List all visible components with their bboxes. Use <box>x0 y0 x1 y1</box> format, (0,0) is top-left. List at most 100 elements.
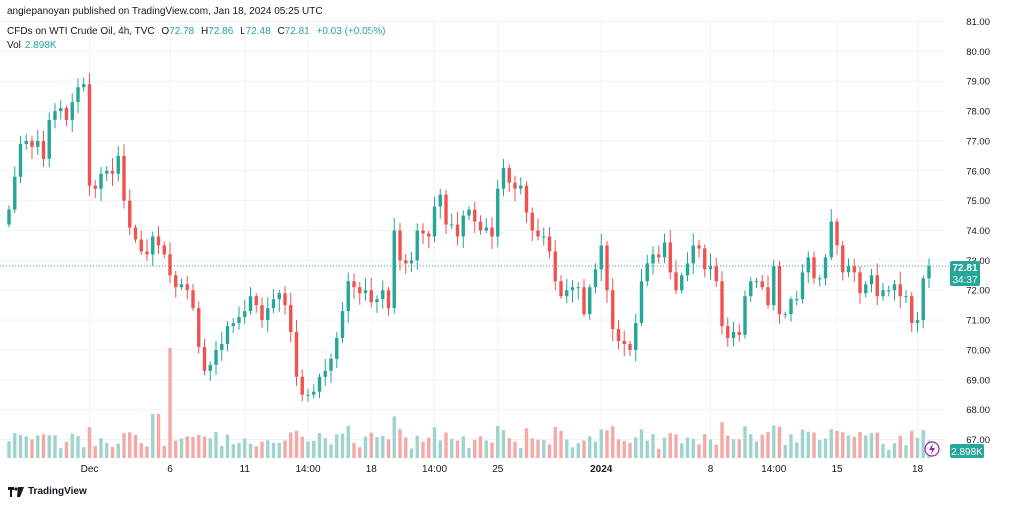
candle-body <box>743 296 747 336</box>
candle-body <box>777 266 782 315</box>
price-tick-label: 67.00 <box>966 435 990 446</box>
volume-bar <box>202 436 207 458</box>
volume-bar <box>697 444 701 458</box>
candle-body <box>110 170 115 174</box>
volume-bar <box>795 442 799 458</box>
candle-body <box>156 236 161 246</box>
candle-body <box>36 140 40 147</box>
candle-body <box>145 251 149 255</box>
candle-body <box>323 370 327 377</box>
ohlc-legend[interactable]: CFDs on WTI Crude Oil, 4h, TVC O72.78 H7… <box>7 26 385 37</box>
candle-body <box>53 111 57 121</box>
candle-body <box>887 290 891 292</box>
volume-bar <box>438 440 442 458</box>
volume-bar <box>519 447 523 458</box>
candle-body <box>628 343 632 350</box>
volume-bar <box>369 432 373 458</box>
volume-bar <box>82 447 86 458</box>
candle-body <box>737 332 741 336</box>
candle-body <box>570 287 575 291</box>
volume-bar <box>243 438 247 458</box>
candle-body <box>18 143 23 177</box>
close-label: C <box>277 26 285 37</box>
volume-bar <box>674 434 678 458</box>
candle-body <box>915 320 920 324</box>
time-tick-label: 14:00 <box>422 464 447 475</box>
candle-body <box>421 230 425 234</box>
volume-bar <box>714 444 718 458</box>
volume-bar <box>818 440 822 458</box>
volume-bar <box>524 428 529 458</box>
candle-body <box>766 287 770 306</box>
price-tick-label: 75.00 <box>966 196 990 207</box>
candle-body <box>674 272 678 291</box>
candle-body <box>358 287 362 294</box>
volume-bar <box>754 441 759 458</box>
volume-bar <box>409 448 414 458</box>
price-tick-label: 76.00 <box>966 166 990 177</box>
candle-body <box>927 266 931 279</box>
candle-body <box>317 376 322 392</box>
volume-bar <box>450 438 454 458</box>
volume-bar <box>881 443 885 458</box>
lightning-icon[interactable] <box>924 441 940 457</box>
volume-bar <box>875 432 879 458</box>
time-tick-label: 14:00 <box>761 464 786 475</box>
tradingview-logo[interactable]: TradingView <box>8 486 87 497</box>
price-axis[interactable]: 81.00 80.00 79.00 78.00 77.00 76.00 75.00 74.00… <box>966 17 990 446</box>
time-axis[interactable]: Dec 6 11 14:00 18 14:00 25 2024 8 14:00 15 18 <box>81 464 924 475</box>
candle-body <box>760 281 764 288</box>
volume-bar <box>542 439 546 458</box>
volume-bar <box>898 436 902 458</box>
price-tick-label: 69.00 <box>966 375 990 386</box>
candle-body <box>24 140 28 144</box>
volume-bar <box>616 439 621 458</box>
candle-body <box>191 290 195 309</box>
candle-body <box>392 230 396 309</box>
volume-bar <box>427 437 431 458</box>
publisher-line: angiepanoyan published on TradingView.co… <box>7 6 323 17</box>
candle-body <box>473 209 477 222</box>
candle-body <box>611 290 615 330</box>
symbol-name[interactable]: CFDs on WTI Crude Oil, 4h, TVC <box>7 26 155 37</box>
candle-body <box>220 343 224 350</box>
candle-body <box>415 230 419 261</box>
volume-bar <box>346 426 350 458</box>
volume-bar <box>927 440 931 458</box>
volume-bar <box>869 433 874 458</box>
volume-bar <box>197 434 201 458</box>
volume-bar <box>179 438 184 458</box>
price-badge-countdown: 34:37 <box>952 275 977 286</box>
time-tick-label: 15 <box>831 464 843 475</box>
candle-body <box>478 221 483 231</box>
candle-body <box>243 311 247 318</box>
candle-body <box>105 170 109 174</box>
volume-legend[interactable]: Vol 2.898K <box>7 40 57 51</box>
candle-body <box>93 185 97 189</box>
volume-bar <box>634 437 638 458</box>
volume-bar <box>70 433 74 458</box>
candle-body <box>616 329 621 341</box>
candle-body <box>484 227 488 231</box>
volume-bar <box>335 434 339 458</box>
time-tick-label: Dec <box>81 464 99 475</box>
volume-bar <box>381 435 385 458</box>
candle-body <box>369 290 373 303</box>
candle-body <box>306 394 310 396</box>
price-tick-label: 73.00 <box>966 256 990 267</box>
candle-body <box>496 188 500 237</box>
candle-body <box>846 266 851 273</box>
candle-body <box>438 194 442 207</box>
volume-bar <box>731 439 736 458</box>
candle-body <box>409 260 414 264</box>
candle-body <box>754 281 759 283</box>
volume-bar <box>306 441 310 458</box>
volume-bar <box>846 435 851 458</box>
volume-bar <box>151 414 155 458</box>
axis-badges: 72.81 34:37 2.898K <box>924 261 984 458</box>
candle-body <box>835 221 839 246</box>
candle-body <box>542 236 546 238</box>
candle-body <box>352 281 356 288</box>
